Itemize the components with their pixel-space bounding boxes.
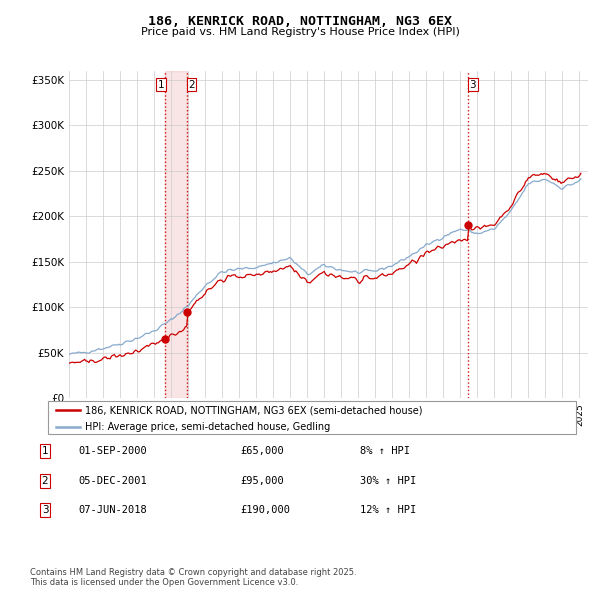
Text: 8% ↑ HPI: 8% ↑ HPI: [360, 447, 410, 456]
Text: Contains HM Land Registry data © Crown copyright and database right 2025.
This d: Contains HM Land Registry data © Crown c…: [30, 568, 356, 587]
Text: £65,000: £65,000: [240, 447, 284, 456]
Text: 1: 1: [41, 447, 49, 456]
Text: 07-JUN-2018: 07-JUN-2018: [78, 506, 147, 515]
Text: 186, KENRICK ROAD, NOTTINGHAM, NG3 6EX (semi-detached house): 186, KENRICK ROAD, NOTTINGHAM, NG3 6EX (…: [85, 405, 422, 415]
Bar: [166, 71, 187, 398]
Text: 05-DEC-2001: 05-DEC-2001: [78, 476, 147, 486]
Text: 12% ↑ HPI: 12% ↑ HPI: [360, 506, 416, 515]
Text: 186, KENRICK ROAD, NOTTINGHAM, NG3 6EX: 186, KENRICK ROAD, NOTTINGHAM, NG3 6EX: [148, 15, 452, 28]
Text: 30% ↑ HPI: 30% ↑ HPI: [360, 476, 416, 486]
Text: 2: 2: [41, 476, 49, 486]
Text: Price paid vs. HM Land Registry's House Price Index (HPI): Price paid vs. HM Land Registry's House …: [140, 27, 460, 37]
Text: HPI: Average price, semi-detached house, Gedling: HPI: Average price, semi-detached house,…: [85, 421, 330, 431]
Text: £190,000: £190,000: [240, 506, 290, 515]
Text: 3: 3: [41, 506, 49, 515]
Text: 2: 2: [188, 80, 195, 90]
FancyBboxPatch shape: [48, 401, 576, 434]
Text: £95,000: £95,000: [240, 476, 284, 486]
Text: 3: 3: [469, 80, 476, 90]
Text: 1: 1: [157, 80, 164, 90]
Text: 01-SEP-2000: 01-SEP-2000: [78, 447, 147, 456]
